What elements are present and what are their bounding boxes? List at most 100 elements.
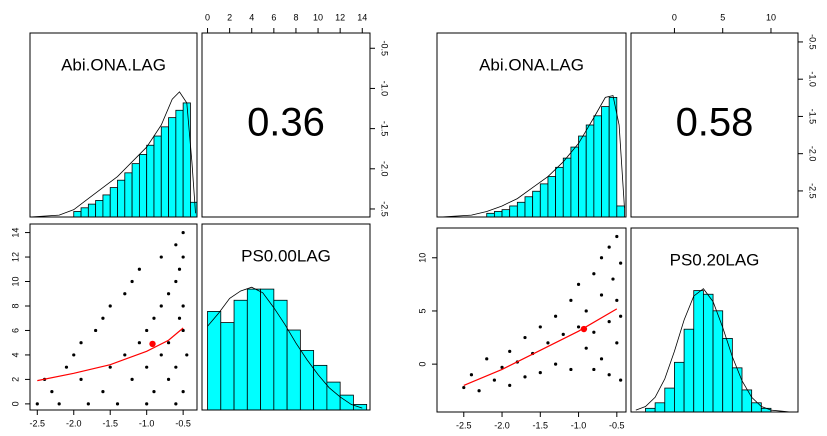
scatter-point [607,245,611,249]
histogram-bar [501,209,511,217]
histogram-bar [654,402,666,412]
x-tick-label: -0.5 [609,420,625,430]
histogram-bar [562,157,572,217]
scatter-point [145,402,149,406]
x-tick-label: -0.5 [175,418,191,428]
y-tick-label: -1.5 [380,121,390,137]
y-tick-label: -0.5 [380,41,390,57]
scatter-point [561,332,565,336]
scatter-point [166,341,171,345]
scatter-point [607,373,611,377]
scatter-point [152,316,156,320]
x-tick-label: 0 [672,12,677,22]
histogram-bar [683,328,695,412]
y-tick-label: 0 [10,401,20,406]
scatter-point [611,277,615,281]
x-tick-label: -1.5 [533,420,549,430]
histogram-bar [286,329,301,410]
histogram-bar [539,183,549,217]
histogram-bar [731,367,743,412]
scatter-point [469,373,474,377]
y-tick-label: 5 [417,308,427,313]
panel-border [201,223,371,411]
histogram-bar [326,381,341,410]
histogram-bar [751,402,762,412]
panel-content [462,234,623,393]
scatter-point [523,375,527,379]
x-tick-label: -1.0 [139,418,155,428]
density-curve [440,95,625,217]
y-tick-label: -1.0 [380,81,390,97]
variable-label: Abi.ONA.LAG [479,55,584,74]
histogram-bar [260,288,275,410]
x-tick-label: 6 [271,12,276,22]
histogram-bar [493,211,503,217]
scatter-point [584,309,588,313]
smooth-line [463,308,618,386]
scatter-point [123,353,127,357]
histogram-bar [547,176,557,217]
y-tick-label: 10 [417,253,427,263]
scatter-point [108,304,112,308]
histogram-bar [182,102,191,217]
scatter-point [462,385,466,390]
histogram-bar [160,126,169,217]
x-tick-label: -2.0 [494,420,510,430]
scatter-point [584,346,588,350]
x-tick-label: 5 [720,12,725,22]
x-tick-label: -2.5 [30,418,46,428]
scatter-point [554,314,558,318]
scatter-point [569,298,573,302]
scatter-point [599,293,604,297]
histogram-bar [555,166,564,217]
scatter-point [64,365,69,369]
panel-content [207,286,368,410]
scatter-point [174,402,178,406]
scatter-point [599,357,604,361]
histogram-bar [138,154,148,217]
histogram-bar [516,201,526,217]
y-tick-label: -2.0 [808,146,818,162]
scatter-point [181,255,185,259]
histogram-bar [664,387,675,412]
scatter-point [108,365,112,369]
scatter-point [500,365,504,369]
scatter-point [615,298,619,302]
scatter-point [538,371,542,375]
histogram-bar [220,322,235,410]
y-tick-label: 14 [10,228,20,238]
scatter-point [607,319,611,324]
scatter-point [94,328,98,333]
scatter-point [485,357,489,361]
y-tick-label: 6 [10,328,20,333]
histogram-bar [124,172,133,217]
density-curve [207,286,363,409]
y-tick-label: 10 [10,277,20,287]
scatter-point [130,377,134,382]
x-tick-label: 4 [249,12,254,22]
y-tick-label: -2.0 [380,161,390,177]
scatter-point [57,402,61,406]
y-tick-label: -1.5 [808,109,818,125]
pairs-chart: Abi.ONA.LAG PS0.00LAG 0.36 -2.5 -2.5 -2.0 -2.0… [10,12,389,428]
histogram-bar [168,117,177,217]
scatter-point [592,367,596,372]
x-tick-label: 0 [205,12,210,22]
scatter-point [538,325,542,329]
scatter-point [523,335,527,340]
scatter-point [79,377,83,382]
panel-content [440,95,625,217]
correlation: 0.36 [247,101,325,145]
histogram-bar [273,299,288,410]
scatter-point [50,390,54,394]
scatter-point [174,365,178,369]
x-tick-label: -2.5 [456,420,472,430]
scatter-point [592,272,596,276]
y-tick-label: 2 [10,377,20,382]
histogram-bar [593,115,602,217]
scatter-point [185,353,189,357]
y-tick-label: -0.5 [808,34,818,50]
scatter-point [576,325,581,329]
pairs-chart: Abi.ONA.LAG PS0.20LAG 0.58 -2.5 -2.5 -2.0 -2.0… [417,12,817,430]
scatter-point [137,267,141,271]
